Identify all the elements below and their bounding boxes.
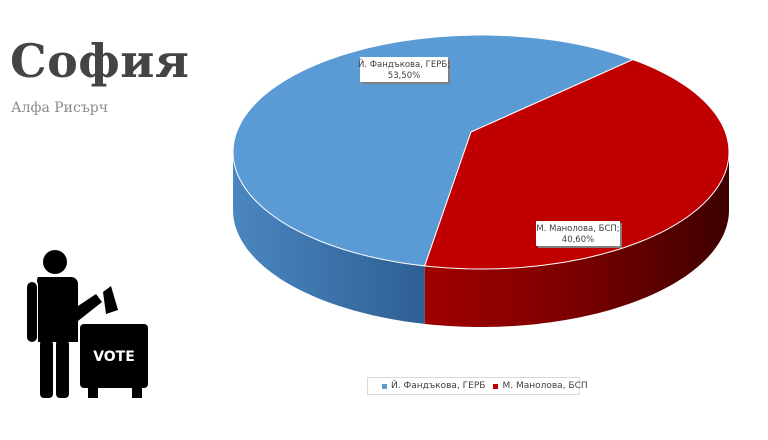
legend-swatch-1 [382,383,387,389]
data-label-2: М. Манолова, БСП;40,60% [536,221,622,248]
vote-label: VOTE [93,349,135,365]
voter-icon: VOTE [27,250,148,398]
legend-label-2: М. Манолова, БСП [502,381,588,391]
legend-item-2: М. Манолова, БСП [493,381,588,391]
pie-slice-1 [232,34,635,267]
chart-legend: Й. Фандъкова, ГЕРБ М. Манолова, БСП [367,377,588,395]
page-subtitle: Алфа Рисърч [11,100,108,116]
pie-side-red [424,152,729,327]
data-label-1-line1: Й. Фандъкова, ГЕРБ; [358,58,450,70]
data-label-2-line1: М. Манолова, БСП; [536,224,619,234]
legend-label-1: Й. Фандъкова, ГЕРБ [391,381,486,391]
data-label-2-line2: 40,60% [562,235,594,245]
pie-side-blue [233,152,425,324]
legend-item-1: Й. Фандъкова, ГЕРБ [382,381,485,391]
legend-swatch-2 [493,383,499,389]
data-label-1-line2: 53,50% [388,71,420,81]
page-title: София [10,34,190,88]
pie-slice-2 [424,59,730,270]
data-label-1: Й. Фандъкова, ГЕРБ;53,50% [358,57,450,84]
